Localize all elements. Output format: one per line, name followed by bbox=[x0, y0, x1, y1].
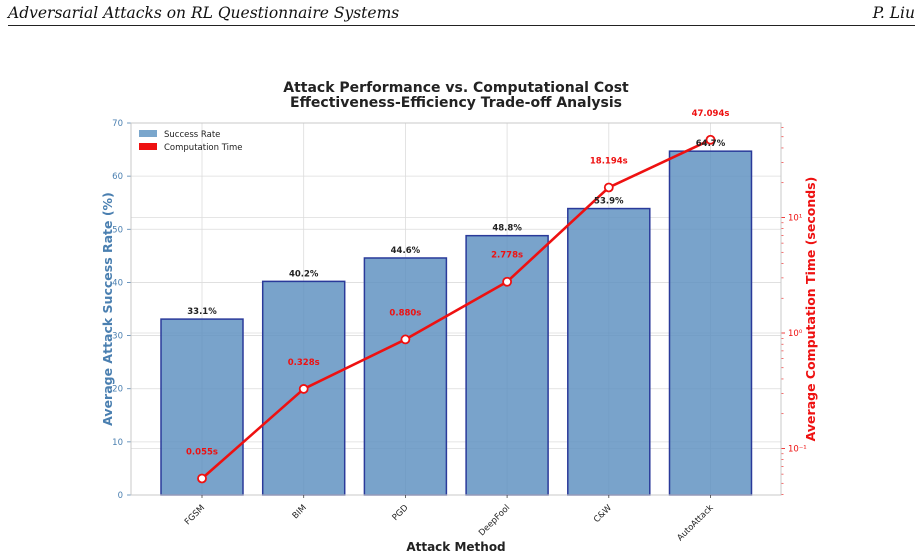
bar-value-label: 44.6% bbox=[391, 246, 421, 256]
y2-tick-label: 10¹ bbox=[788, 214, 802, 224]
time-point bbox=[298, 384, 309, 394]
bar-value-label: 40.2% bbox=[289, 269, 319, 279]
x-tick-label: BIM bbox=[291, 503, 309, 521]
x-tick-label: C&W bbox=[592, 503, 614, 525]
time-value-label: 2.778s bbox=[491, 251, 523, 261]
bar-pgd bbox=[363, 257, 448, 496]
time-value-label: 47.094s bbox=[692, 109, 730, 119]
time-point bbox=[400, 334, 411, 345]
legend-label-success-rate: Success Rate bbox=[164, 130, 220, 140]
time-value-label: 0.055s bbox=[186, 447, 218, 457]
running-head-title: Adversarial Attacks on RL Questionnaire … bbox=[8, 4, 400, 22]
time-line bbox=[197, 134, 716, 484]
y-axis-label: Average Attack Success Rate (%) bbox=[100, 192, 115, 426]
y-tick-label: 60 bbox=[112, 172, 123, 182]
legend: Success Rate Computation Time bbox=[139, 130, 243, 153]
legend-swatch-computation-time bbox=[139, 143, 157, 150]
running-head: Adversarial Attacks on RL Questionnaire … bbox=[8, 4, 915, 24]
running-head-author: P. Liu bbox=[872, 4, 915, 22]
x-tick-label: PGD bbox=[391, 503, 411, 523]
y-tick-label: 40 bbox=[112, 278, 123, 288]
header-rule bbox=[8, 25, 915, 26]
y-tick-label: 0 bbox=[118, 491, 123, 501]
bars bbox=[160, 150, 753, 496]
time-point bbox=[502, 276, 513, 287]
bar-value-label: 48.8% bbox=[492, 224, 522, 234]
time-value-label: 18.194s bbox=[590, 156, 628, 166]
time-point bbox=[197, 473, 207, 484]
bar-value-label: 33.1% bbox=[187, 307, 217, 317]
x-tick-label: DeepFool bbox=[477, 503, 512, 538]
bar-value-label: 64.7% bbox=[696, 139, 726, 149]
y-tick-label: 50 bbox=[112, 225, 123, 235]
y2-tick-label: 10⁰ bbox=[788, 329, 803, 339]
data-labels: 33.1% 40.2% 44.6% 48.8% 53.9% 64.7% 0.055s 0.32… bbox=[186, 109, 729, 458]
bar-c-w bbox=[567, 207, 651, 496]
plot-frame bbox=[130, 122, 782, 496]
y2-axis-label: Average Computation Time (seconds) bbox=[803, 177, 818, 442]
time-point bbox=[705, 134, 716, 145]
bar-value-label: 53.9% bbox=[594, 197, 624, 207]
y-tick-label: 70 bbox=[112, 119, 123, 129]
bar-bim bbox=[261, 280, 346, 496]
y-tick-label: 20 bbox=[112, 385, 123, 395]
y-tick-label: 10 bbox=[112, 438, 123, 448]
bar-fgsm bbox=[160, 318, 244, 496]
bar-autoattack bbox=[668, 150, 753, 496]
legend-label-computation-time: Computation Time bbox=[164, 143, 243, 153]
x-tick-label: AutoAttack bbox=[675, 503, 715, 543]
y2-tick-label: 10⁻¹ bbox=[788, 445, 807, 455]
x-tick-label: FGSM bbox=[183, 503, 207, 527]
legend-swatch-success-rate bbox=[139, 130, 157, 137]
time-value-label: 0.328s bbox=[288, 358, 320, 368]
x-axis-label: Attack Method bbox=[406, 540, 505, 554]
y-tick-label: 30 bbox=[112, 332, 123, 342]
time-line-path bbox=[201, 138, 712, 480]
time-point bbox=[603, 182, 614, 193]
chart-subtitle: Effectiveness-Efficiency Trade-off Analy… bbox=[290, 95, 622, 111]
chart-title: Attack Performance vs. Computational Cos… bbox=[283, 80, 629, 96]
time-value-label: 0.880s bbox=[389, 308, 421, 318]
bar-deepfool bbox=[465, 234, 549, 496]
